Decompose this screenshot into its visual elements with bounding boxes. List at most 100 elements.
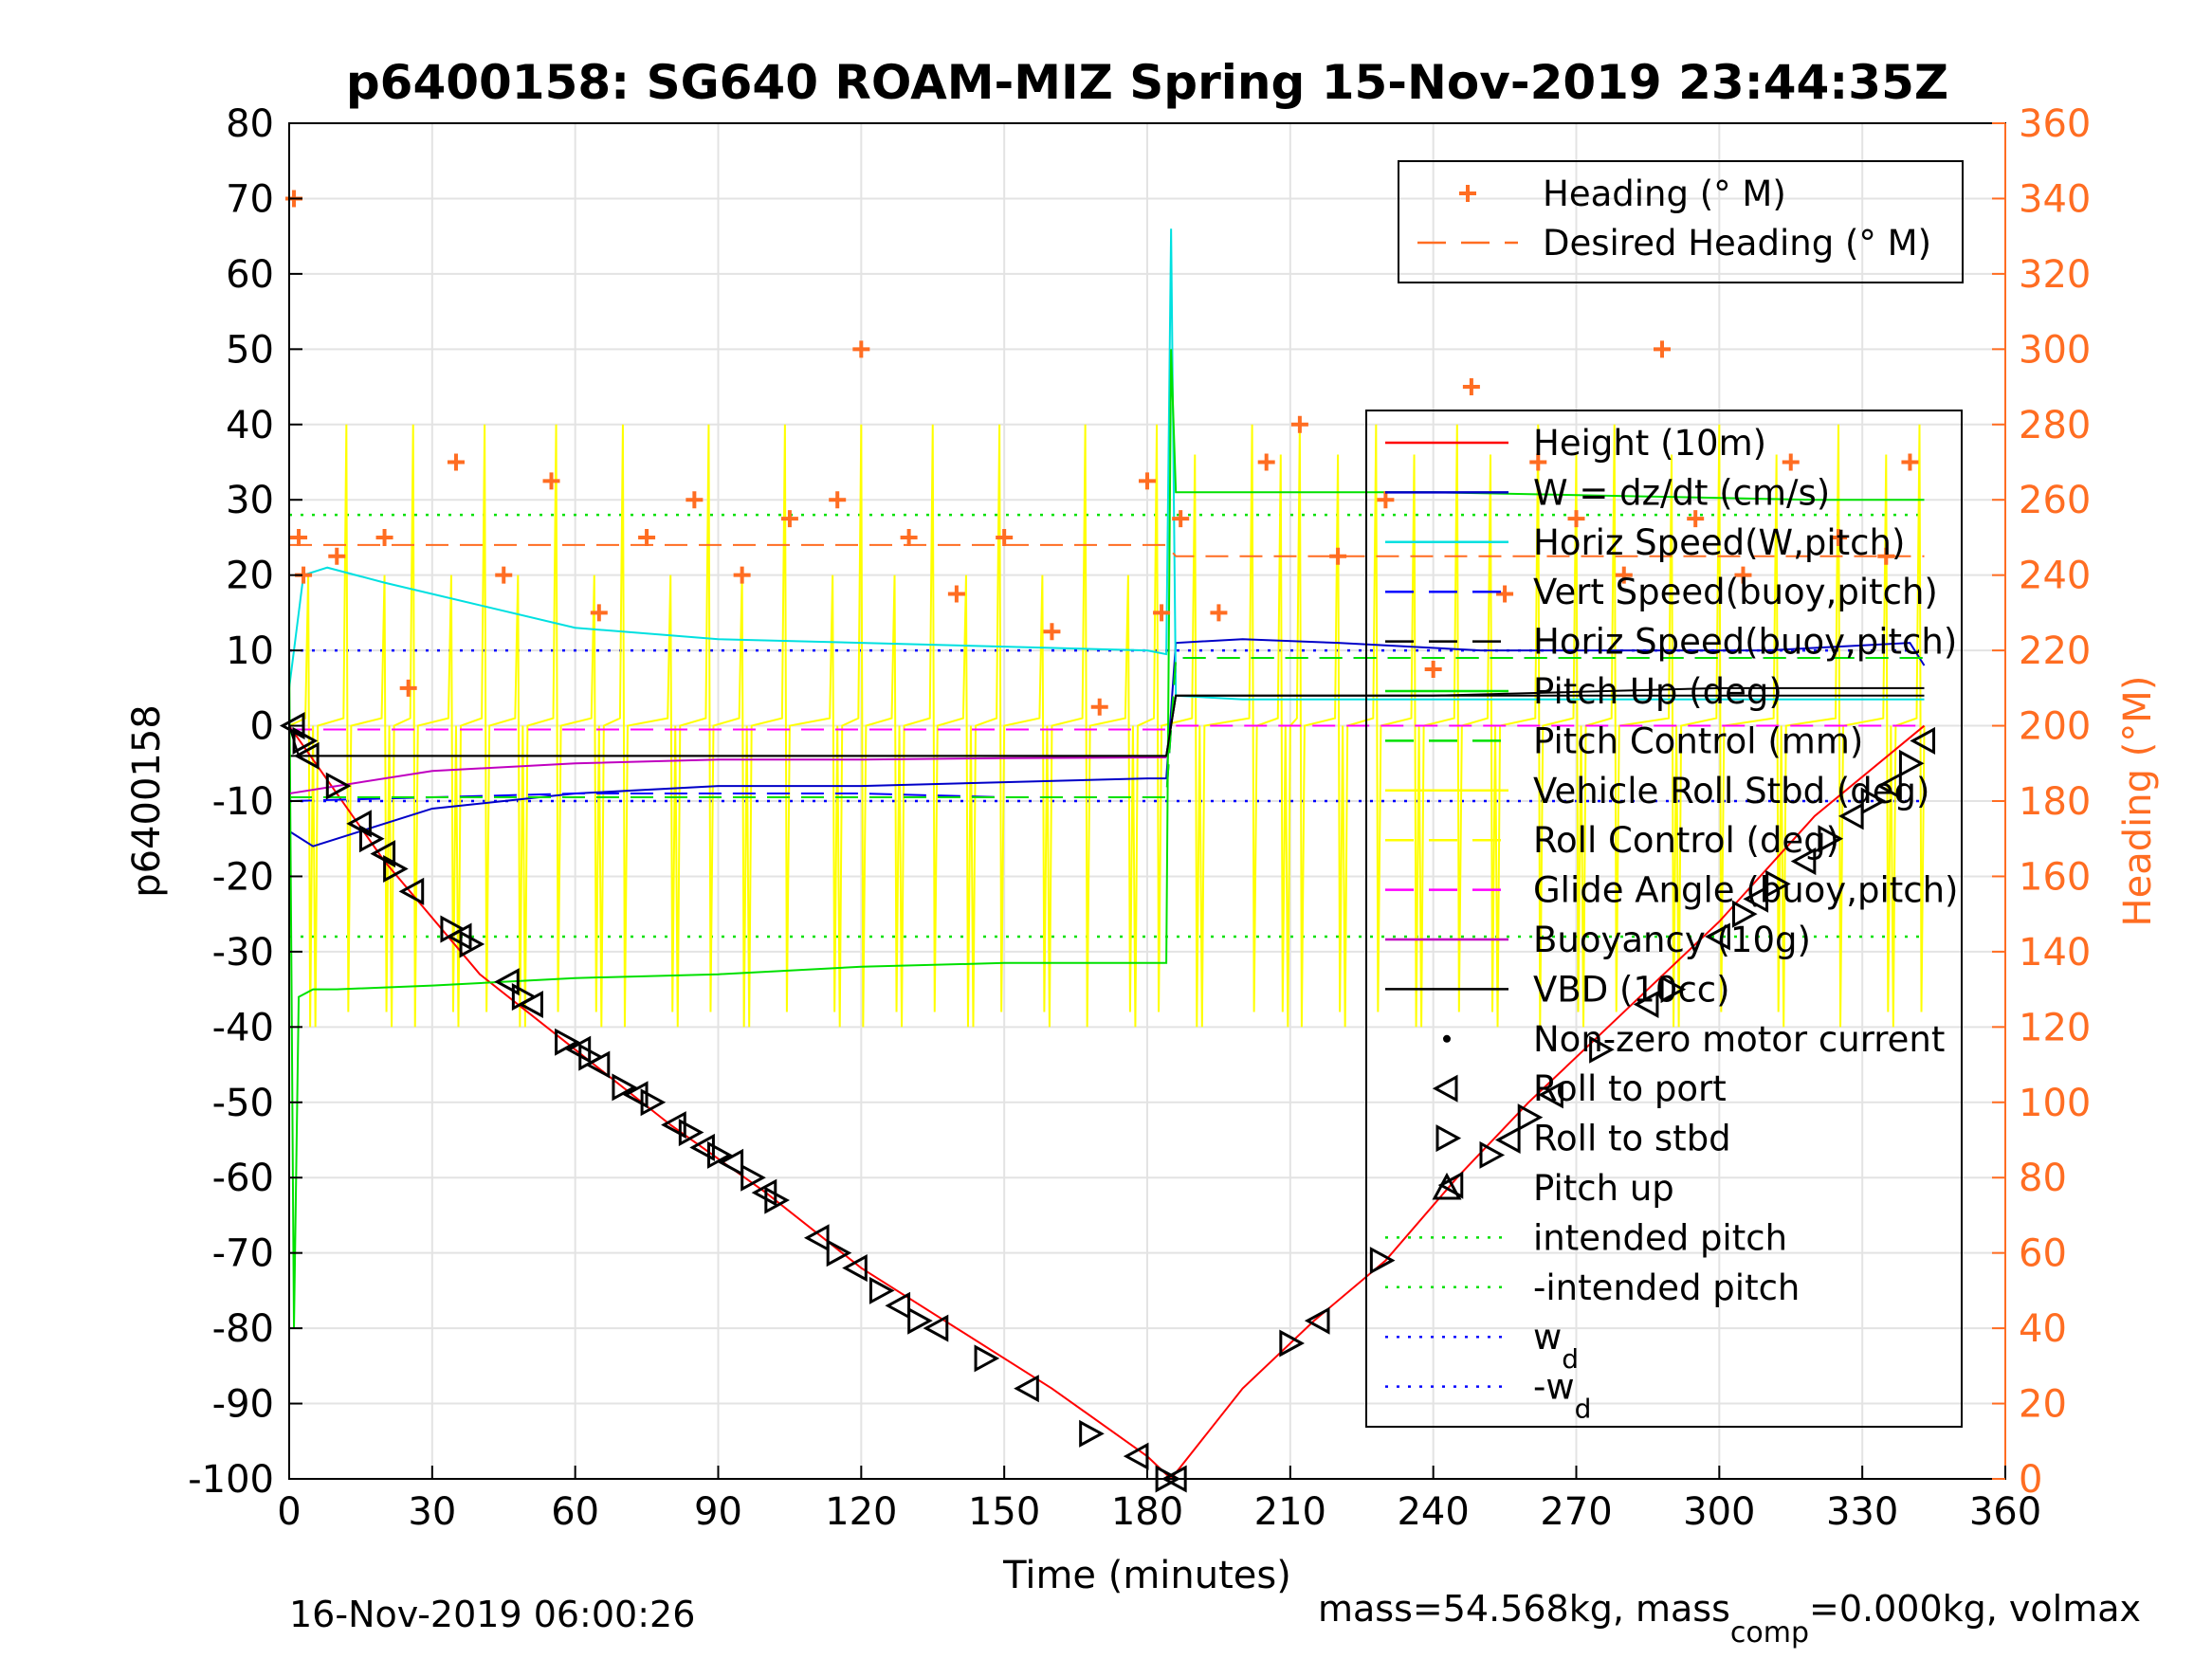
heading-point	[1153, 604, 1171, 622]
roll-to-stbd-marker	[764, 1186, 790, 1214]
heading-point	[996, 528, 1014, 546]
y-right-tick-label: 320	[2019, 253, 2091, 297]
x-tick-label: 30	[408, 1490, 456, 1534]
legend-label: Pitch up	[1533, 1168, 1674, 1209]
roll-to-stbd-marker	[1589, 1035, 1615, 1064]
legend-label: Buoyancy (10g)	[1533, 920, 1811, 960]
roll-to-stbd-marker	[1660, 975, 1687, 1004]
roll-to-stbd-marker	[1479, 1140, 1506, 1169]
y-right-tick-label: 360	[2019, 102, 2091, 146]
roll-to-port-marker	[293, 741, 320, 770]
roll-to-stbd-marker	[325, 772, 352, 800]
heading-point	[829, 491, 847, 509]
y-right-tick-label: 300	[2019, 328, 2091, 372]
heading-point	[852, 340, 870, 358]
heading-point	[1529, 453, 1547, 471]
y-right-tick-label: 340	[2019, 177, 2091, 221]
y-right-tick-label: 120	[2019, 1006, 2091, 1049]
roll-to-port-marker	[842, 1254, 868, 1283]
heading-point	[1830, 528, 1848, 546]
x-tick-label: 330	[1826, 1490, 1898, 1534]
legend-swatch	[1443, 1034, 1451, 1043]
legend-label: Roll to stbd	[1533, 1119, 1731, 1159]
heading-point	[590, 604, 608, 622]
x-axis-label: Time (minutes)	[1002, 1554, 1291, 1597]
roll-to-port-marker	[1790, 848, 1817, 876]
heading-point	[1329, 547, 1347, 565]
legend-label: VBD (10cc)	[1533, 969, 1730, 1010]
heading-point	[1377, 491, 1395, 509]
heading-point	[495, 566, 513, 584]
y-tick-label: 20	[226, 555, 274, 598]
y-tick-label: 30	[226, 479, 274, 522]
legend-label: -wd	[1533, 1367, 1591, 1425]
roll-to-port-marker	[518, 990, 543, 1019]
legend-main: Height (10m) W = dz/dt (cm/s) Horiz Speed(…	[1365, 410, 1963, 1428]
x-tick-label: 180	[1111, 1490, 1183, 1534]
legend-swatch	[1432, 1172, 1462, 1200]
roll-to-stbd-marker	[1818, 825, 1844, 853]
y-tick-label: 60	[226, 253, 274, 297]
x-tick-label: 60	[551, 1490, 599, 1534]
y-tick-label: 80	[226, 102, 274, 146]
heading-point	[375, 528, 393, 546]
heading-point	[1210, 604, 1228, 622]
y-tick-label: 40	[226, 404, 274, 447]
roll-to-stbd-marker	[383, 854, 409, 884]
roll-to-port-marker	[923, 1314, 949, 1342]
heading-point	[1043, 623, 1061, 641]
heading-point	[328, 547, 346, 565]
heading-point	[900, 528, 918, 546]
heading-point	[1462, 378, 1480, 396]
heading-point	[947, 585, 965, 603]
heading-point	[1567, 510, 1585, 528]
legend-swatch	[1459, 185, 1476, 202]
legend-box	[1398, 160, 1964, 283]
roll-to-port-marker	[1494, 1125, 1521, 1155]
y-right-tick-label: 260	[2019, 479, 2091, 522]
roll-to-port-marker	[1910, 726, 1936, 755]
heading-point	[1090, 698, 1108, 716]
roll-to-stbd-marker	[1369, 1247, 1396, 1275]
heading-point	[1687, 510, 1705, 528]
legend-label: Vehicle Roll Stbd (deg)	[1533, 771, 1929, 811]
x-tick-label: 240	[1397, 1490, 1469, 1534]
footer-timestamp: 16-Nov-2019 06:00:26	[289, 1594, 695, 1635]
roll-to-port-marker	[718, 1148, 744, 1176]
roll-trace-line	[288, 424, 1926, 1028]
heading-point	[542, 472, 560, 490]
legend-label: intended pitch	[1533, 1217, 1787, 1258]
legend-label: Roll Control (deg)	[1533, 820, 1839, 861]
roll-to-stbd-marker	[555, 1028, 580, 1056]
heading-point	[1257, 453, 1275, 471]
heading-point	[447, 453, 465, 471]
heading-point	[1782, 453, 1800, 471]
heading-point	[733, 566, 751, 584]
y-right-tick-label: 0	[2019, 1458, 2042, 1502]
roll-to-port-marker	[1304, 1306, 1330, 1335]
y-right-tick-label: 160	[2019, 855, 2091, 899]
legend-label: Height (10m)	[1533, 423, 1766, 464]
y-right-tick-label: 140	[2019, 931, 2091, 975]
x-tick-label: 300	[1683, 1490, 1755, 1534]
y-tick-label: 70	[226, 177, 274, 221]
heading-point	[1139, 472, 1156, 490]
legend-box	[1365, 410, 1963, 1428]
legend-label: Horiz Speed(buoy,pitch)	[1533, 622, 1957, 663]
roll-to-port-marker	[1876, 772, 1902, 800]
heading-point	[686, 491, 704, 509]
roll-to-port-marker	[494, 968, 520, 996]
roll-to-port-marker	[1014, 1375, 1039, 1403]
roll-to-port-marker	[803, 1224, 830, 1252]
roll-to-stbd-marker	[459, 930, 485, 958]
heading-point	[638, 528, 656, 546]
legend-label: Pitch Up (deg)	[1533, 671, 1782, 712]
y-right-tick-label: 80	[2019, 1157, 2067, 1200]
y-tick-label: -100	[188, 1458, 274, 1502]
series-line	[288, 638, 1926, 848]
x-tick-label: 150	[968, 1490, 1040, 1534]
legend-swatch	[1432, 1074, 1458, 1103]
y-tick-label: -40	[212, 1006, 274, 1049]
y-right-tick-label: 180	[2019, 780, 2091, 824]
series-line	[289, 543, 1925, 557]
